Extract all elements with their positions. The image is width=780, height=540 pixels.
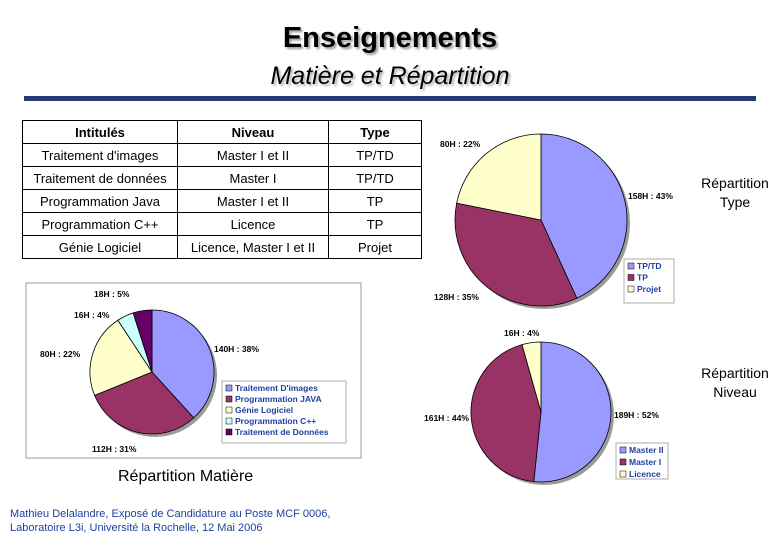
- pie-slice: [94, 371, 195, 435]
- slice-label: 189H : 52%: [614, 410, 659, 420]
- legend-swatch: [225, 417, 233, 425]
- legend-entry: Master II: [629, 445, 664, 455]
- table-cell: Master I: [177, 166, 329, 190]
- column-header: Intitulés: [22, 120, 178, 144]
- legend-entry: Projet: [637, 284, 661, 294]
- table-row: Traitement d'images Master I et II TP/TD: [22, 143, 422, 167]
- table-cell: Master I et II: [177, 143, 329, 167]
- table-cell: Programmation C++: [22, 212, 178, 236]
- page-subtitle: Matière et Répartition: [270, 62, 510, 90]
- table-cell: Licence: [177, 212, 329, 236]
- slice-label: 112H : 31%: [92, 444, 137, 454]
- legend-box: [221, 380, 347, 444]
- slice-label: 140H : 38%: [214, 344, 259, 354]
- table-header-row: Intitulés Niveau Type: [22, 120, 422, 144]
- footer-line: Mathieu Delalandre, Exposé de Candidatur…: [10, 508, 331, 520]
- table-cell: TP: [328, 212, 422, 236]
- legend-swatch: [619, 446, 627, 454]
- slice-label: 18H : 5%: [94, 289, 130, 299]
- legend-entry: Traitement D'images: [235, 383, 318, 393]
- pie-slice: [521, 341, 542, 413]
- legend-entry: Programmation C++: [235, 416, 316, 426]
- slice-label: 158H : 43%: [628, 191, 673, 201]
- type-chart-caption: Répartition Type: [690, 174, 780, 212]
- legend-swatch: [627, 274, 635, 281]
- legend-entry: Programmation JAVA: [235, 394, 322, 404]
- caption-line: Répartition: [701, 175, 769, 191]
- table-row: Génie Logiciel Licence, Master I et II P…: [22, 235, 422, 259]
- pie-slice: [533, 341, 612, 483]
- title-divider: [24, 96, 756, 101]
- table-cell: Traitement de données: [22, 166, 178, 190]
- pie-slice: [454, 202, 578, 307]
- legend-swatch: [627, 262, 635, 270]
- table-row: Traitement de données Master I TP/TD: [22, 166, 422, 190]
- legend-swatch: [225, 428, 233, 436]
- courses-table: Intitulés Niveau Type Traitement d'image…: [22, 120, 422, 259]
- table-cell: Traitement d'images: [22, 143, 178, 167]
- legend-entry: Licence: [629, 469, 661, 479]
- legend-swatch: [627, 285, 635, 293]
- column-header: Type: [328, 120, 422, 144]
- legend-entry: Traitement de Données: [235, 427, 329, 437]
- pie-slice: [151, 309, 215, 419]
- legend-swatch: [619, 458, 627, 466]
- table-cell: Licence, Master I et II: [177, 235, 329, 259]
- pie-chart-0: 140H : 38% 112H : 31% 80H : 22% 16H : 4% 18H…: [25, 282, 362, 459]
- column-header: Niveau: [177, 120, 329, 144]
- slice-label: 16H : 4%: [504, 328, 540, 338]
- table-cell: Projet: [328, 235, 422, 259]
- table-cell: TP/TD: [328, 143, 422, 167]
- legend-entry: Génie Logiciel: [235, 405, 293, 415]
- footer-line: Laboratoire L3i, Université la Rochelle,…: [10, 522, 263, 534]
- pie-slice: [470, 344, 542, 483]
- slice-label: 128H : 35%: [434, 292, 479, 302]
- caption-line: Type: [719, 194, 751, 210]
- pie-slice: [132, 309, 153, 373]
- pie-chart-1: 158H : 43% 128H : 35% 80H : 22% TP/TD TPProj…: [434, 133, 675, 309]
- table-cell: Génie Logiciel: [22, 235, 178, 259]
- table-cell: TP/TD: [328, 166, 422, 190]
- table-row: Programmation C++ Licence TP: [22, 212, 422, 236]
- legend-entry: TP: [637, 273, 648, 283]
- legend-swatch: [225, 395, 233, 403]
- pie-slice: [456, 133, 542, 221]
- footer: Mathieu Delalandre, Exposé de Candidatur…: [10, 507, 330, 535]
- slice-label: 80H : 22%: [440, 139, 481, 149]
- legend-swatch: [619, 470, 627, 478]
- legend-swatch: [225, 384, 233, 392]
- caption-line: Répartition: [701, 365, 769, 381]
- slice-label: 80H : 22%: [40, 349, 81, 359]
- chart-frame: [25, 282, 362, 459]
- table-cell: Master I et II: [177, 189, 329, 213]
- page-title: Enseignements: [282, 22, 498, 54]
- legend-swatch: [225, 406, 233, 414]
- legend-entry: TP/TD: [637, 261, 662, 271]
- caption-line: Niveau: [713, 384, 757, 400]
- pie-slice: [89, 319, 153, 396]
- level-chart-caption: Répartition Niveau: [690, 364, 780, 402]
- slice-label: 16H : 4%: [74, 310, 110, 320]
- legend-entry: Master I: [629, 457, 661, 467]
- subject-chart-caption: Répartition Matière: [118, 468, 254, 485]
- slice-label: 161H : 44%: [424, 413, 469, 423]
- pie-chart-2: 189H : 52% 161H : 44% 16H : 4% Master II Mas…: [424, 328, 669, 485]
- pie-slice: [540, 133, 628, 299]
